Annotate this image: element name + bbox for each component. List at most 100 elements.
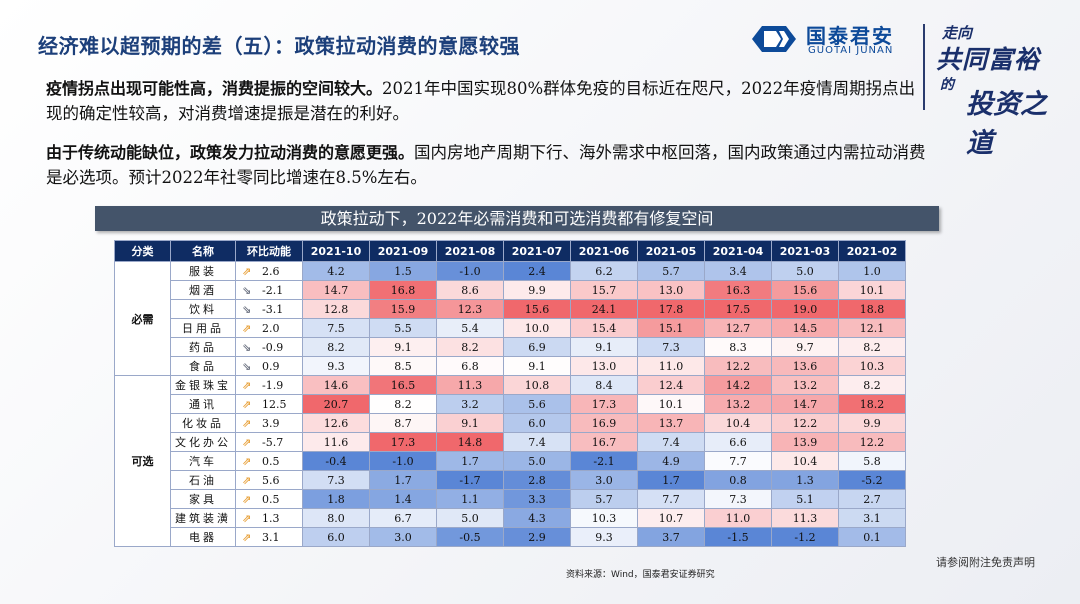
value-cell: 6.7: [369, 508, 437, 528]
value-cell: 6.0: [302, 527, 370, 547]
value-cell: 6.2: [570, 261, 638, 281]
header-divider: [923, 24, 925, 110]
mom-value: -2.1: [262, 283, 284, 297]
table-row: 电器 ⇗ 3.1 6.0 3.0 -0.5 2.9 9.3 3.7 -1.5 -1.2 0.1: [115, 527, 906, 547]
trend-up-arrow-icon: ⇗: [242, 321, 252, 335]
item-name-cell: 文化办公: [170, 432, 236, 452]
value-cell: 1.1: [436, 489, 504, 509]
value-cell: 10.4: [704, 413, 772, 433]
value-cell: 9.3: [302, 356, 370, 376]
retail-sales-table: 分类 名称 环比动能 2021-10 2021-09 2021-08 2021-07 2021…: [114, 240, 906, 547]
mom-momentum-cell: ⇘ -0.9: [235, 337, 303, 357]
value-cell: 4.2: [302, 261, 370, 281]
trend-up-arrow-icon: ⇗: [242, 454, 252, 468]
value-cell: 0.8: [704, 470, 772, 490]
value-cell: 3.7: [637, 527, 705, 547]
value-cell: 3.0: [369, 527, 437, 547]
value-cell: 15.6: [771, 280, 839, 300]
mom-momentum-cell: ⇗ 0.5: [235, 489, 303, 509]
value-cell: 0.1: [838, 527, 906, 547]
mom-momentum-cell: ⇗ 0.5: [235, 451, 303, 471]
value-cell: 17.3: [369, 432, 437, 452]
trend-up-arrow-icon: ⇗: [242, 473, 252, 487]
value-cell: 5.7: [637, 261, 705, 281]
value-cell: 5.8: [838, 451, 906, 471]
value-cell: -1.7: [436, 470, 504, 490]
item-name-cell: 汽车: [170, 451, 236, 471]
table-header-cell: 名称: [170, 240, 236, 262]
value-cell: 7.7: [637, 489, 705, 509]
table-header-cell: 2021-04: [704, 240, 772, 262]
value-cell: 11.0: [704, 508, 772, 528]
mom-value: -0.9: [262, 340, 284, 354]
disclaimer-note: 请参阅附注免责声明: [936, 556, 1035, 569]
value-cell: 15.9: [369, 299, 437, 319]
mom-momentum-cell: ⇗ -5.7: [235, 432, 303, 452]
value-cell: 8.7: [369, 413, 437, 433]
value-cell: 5.0: [503, 451, 571, 471]
value-cell: 7.3: [302, 470, 370, 490]
value-cell: 10.3: [838, 356, 906, 376]
value-cell: 1.3: [771, 470, 839, 490]
mom-value: 0.5: [262, 492, 280, 506]
value-cell: 20.7: [302, 394, 370, 414]
slogan-line-3: 的: [940, 77, 954, 93]
value-cell: 7.3: [704, 489, 772, 509]
value-cell: 16.8: [369, 280, 437, 300]
value-cell: 17.3: [570, 394, 638, 414]
mom-momentum-cell: ⇘ 0.9: [235, 356, 303, 376]
value-cell: 5.4: [436, 318, 504, 338]
item-name-cell: 服装: [170, 261, 236, 281]
mom-value: -5.7: [262, 435, 284, 449]
trend-up-arrow-icon: ⇗: [242, 435, 252, 449]
category-cell: 必需: [114, 261, 171, 376]
value-cell: 18.2: [838, 394, 906, 414]
value-cell: 9.1: [503, 356, 571, 376]
page-title: 经济难以超预期的差（五）：政策拉动消费的意愿较强: [38, 34, 520, 58]
item-name-cell: 家具: [170, 489, 236, 509]
value-cell: 13.7: [637, 413, 705, 433]
value-cell: 3.4: [704, 261, 772, 281]
table-header-cell: 分类: [114, 240, 171, 262]
logo-mark-icon: [752, 26, 796, 52]
table-row: 家具 ⇗ 0.5 1.8 1.4 1.1 3.3 5.7 7.7 7.3 5.1 2.7: [115, 489, 906, 509]
value-cell: 8.4: [570, 375, 638, 395]
value-cell: 15.7: [570, 280, 638, 300]
value-cell: 5.5: [369, 318, 437, 338]
mom-value: 12.5: [262, 397, 287, 411]
value-cell: 9.1: [570, 337, 638, 357]
value-cell: 13.0: [637, 280, 705, 300]
value-cell: 17.8: [637, 299, 705, 319]
value-cell: 1.8: [302, 489, 370, 509]
slogan-line-2: 共同富裕: [936, 45, 1041, 74]
value-cell: 13.6: [771, 356, 839, 376]
value-cell: 15.6: [503, 299, 571, 319]
value-cell: 10.1: [637, 394, 705, 414]
item-name-cell: 化妆品: [170, 413, 236, 433]
table-header-cell: 2021-03: [771, 240, 839, 262]
value-cell: 8.2: [838, 375, 906, 395]
trend-down-arrow-icon: ⇘: [242, 340, 252, 354]
value-cell: 1.7: [436, 451, 504, 471]
paragraph-epidemic-body: 2021年中国实现80%群体免疫的目标近在咫尺，2022年疫情周期拐点出现的确定…: [46, 79, 916, 123]
paragraph-policy-body: 国内房地产周期下行、海外需求中枢回落，国内政策通过内需拉动消费是必选项。预计20…: [46, 143, 926, 187]
paragraph-epidemic-lead: 疫情拐点出现可能性高，消费提振的空间较大。: [46, 79, 383, 98]
mom-momentum-cell: ⇗ -1.9: [235, 375, 303, 395]
mom-value: 0.5: [262, 454, 280, 468]
table-header-cell: 2021-02: [838, 240, 906, 262]
mom-value: 3.9: [262, 416, 280, 430]
value-cell: 7.5: [302, 318, 370, 338]
value-cell: 8.5: [369, 356, 437, 376]
table-row: 饮料 ⇘ -3.1 12.8 15.9 12.3 15.6 24.1 17.8 17.5 19.0 1…: [115, 299, 906, 319]
source-note: 资料来源：Wind，国泰君安证券研究: [566, 570, 715, 580]
value-cell: -1.0: [369, 451, 437, 471]
value-cell: 1.7: [369, 470, 437, 490]
mom-value: -1.9: [262, 378, 284, 392]
value-cell: 6.6: [704, 432, 772, 452]
value-cell: 16.5: [369, 375, 437, 395]
value-cell: 16.9: [570, 413, 638, 433]
value-cell: 18.8: [838, 299, 906, 319]
item-name-cell: 建筑装潢: [170, 508, 236, 528]
logo-en-text: GUOTAI JUNAN: [808, 45, 894, 56]
slogan-line-4: 投资之道: [966, 89, 1047, 159]
